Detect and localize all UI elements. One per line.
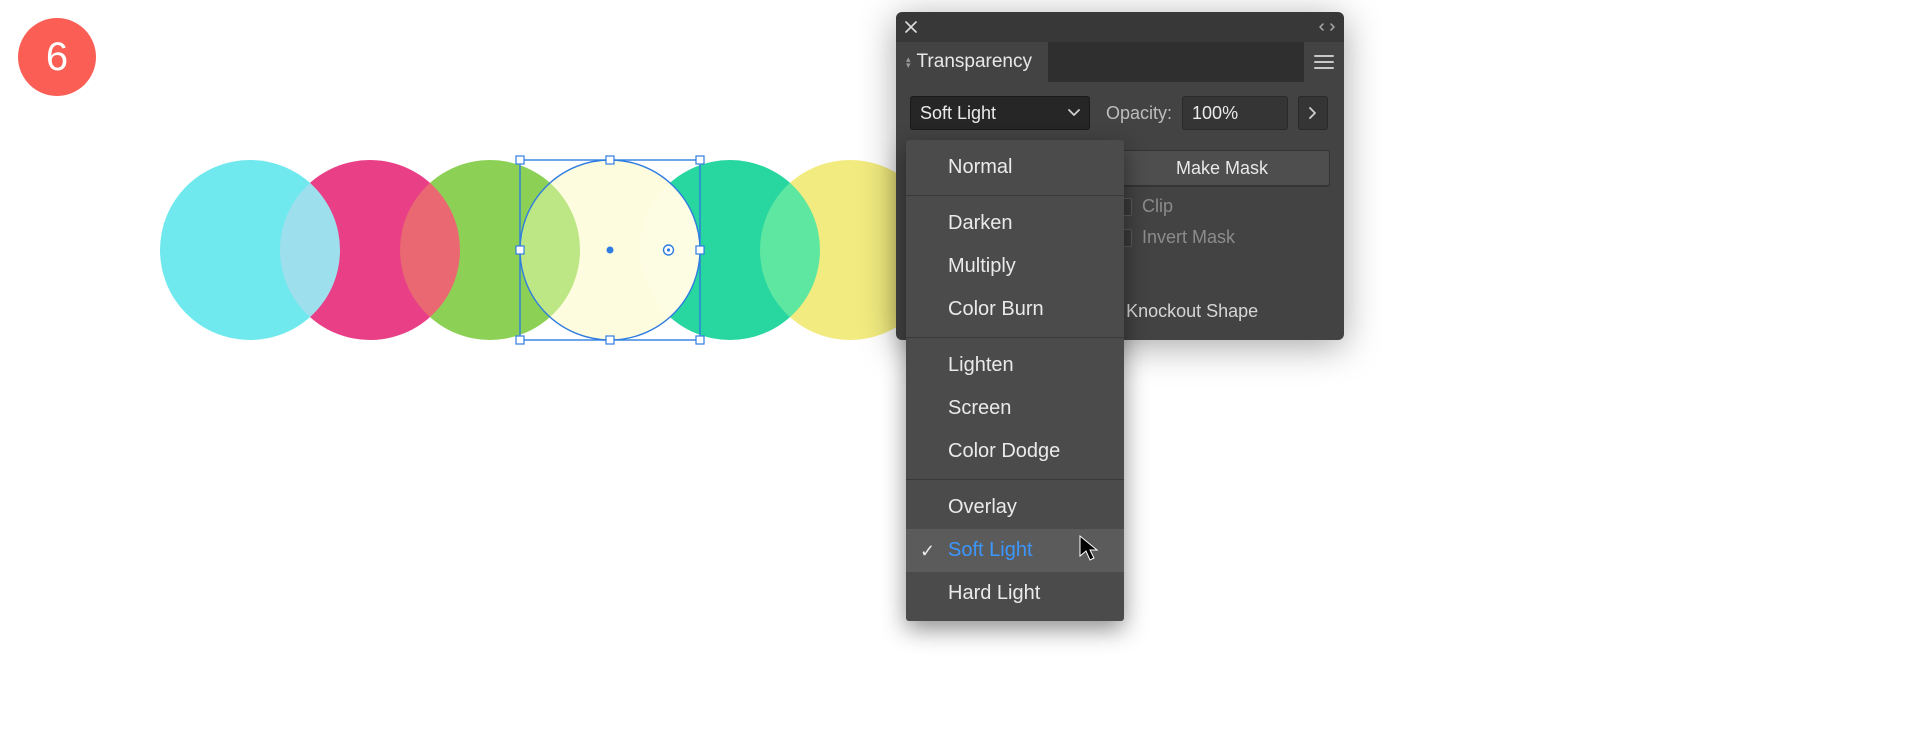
menu-separator — [906, 479, 1124, 480]
blend-mode-option[interactable]: Normal — [906, 146, 1124, 189]
artboard-canvas[interactable] — [160, 160, 880, 340]
invert-mask-row: Invert Mask — [1114, 227, 1330, 248]
panel-menu-icon[interactable] — [1304, 42, 1344, 82]
blend-mode-option[interactable]: Multiply — [906, 245, 1124, 288]
blend-mode-option-label: Soft Light — [948, 539, 1033, 561]
blend-mode-option[interactable]: Hard Light — [906, 572, 1124, 615]
blend-mode-option-label: Lighten — [948, 354, 1014, 376]
blend-mode-option[interactable]: Lighten — [906, 344, 1124, 387]
tab-transparency[interactable]: ▴▾ Transparency — [896, 42, 1048, 82]
clip-label: Clip — [1142, 196, 1173, 217]
blend-mode-option-label: Multiply — [948, 255, 1016, 277]
opacity-value: 100% — [1192, 103, 1238, 124]
blend-mode-option[interactable]: Darken — [906, 202, 1124, 245]
step-number: 6 — [46, 35, 68, 80]
close-icon[interactable] — [904, 20, 918, 34]
check-icon: ✓ — [920, 541, 935, 562]
blend-mode-option[interactable]: Overlay — [906, 486, 1124, 529]
blend-mode-option-label: Screen — [948, 397, 1011, 419]
menu-separator — [906, 337, 1124, 338]
blend-mode-option-label: Normal — [948, 156, 1012, 178]
updown-icon: ▴▾ — [906, 56, 911, 68]
step-badge: 6 — [18, 18, 96, 96]
blend-mode-option[interactable]: Color Dodge — [906, 430, 1124, 473]
blend-mode-option-label: Hard Light — [948, 582, 1040, 604]
invert-mask-label: Invert Mask — [1142, 227, 1235, 248]
opacity-field[interactable]: 100% — [1182, 96, 1288, 130]
blend-mode-option-label: Overlay — [948, 496, 1017, 518]
panel-titlebar[interactable] — [896, 12, 1344, 42]
tab-label: Transparency — [917, 51, 1032, 73]
clip-row: Clip — [1114, 196, 1330, 217]
blend-mode-dropdown[interactable]: Soft Light — [910, 96, 1090, 130]
blend-mode-option-label: Darken — [948, 212, 1012, 234]
chevron-right-icon — [1309, 107, 1317, 119]
make-mask-button[interactable]: Make Mask — [1114, 150, 1330, 186]
menu-separator — [906, 195, 1124, 196]
blend-mode-option-label: Color Burn — [948, 298, 1044, 320]
chevron-down-icon — [1068, 109, 1080, 117]
blend-mode-option[interactable]: Color Burn — [906, 288, 1124, 331]
opacity-label: Opacity: — [1106, 103, 1172, 124]
make-mask-label: Make Mask — [1176, 158, 1268, 179]
collapse-icon[interactable] — [1318, 20, 1336, 34]
opacity-flyout-button[interactable] — [1298, 96, 1328, 130]
blend-mode-value: Soft Light — [920, 103, 996, 124]
panel-tabbar: ▴▾ Transparency — [896, 42, 1344, 82]
blend-mode-option-label: Color Dodge — [948, 440, 1060, 462]
blend-mode-option[interactable]: Screen — [906, 387, 1124, 430]
